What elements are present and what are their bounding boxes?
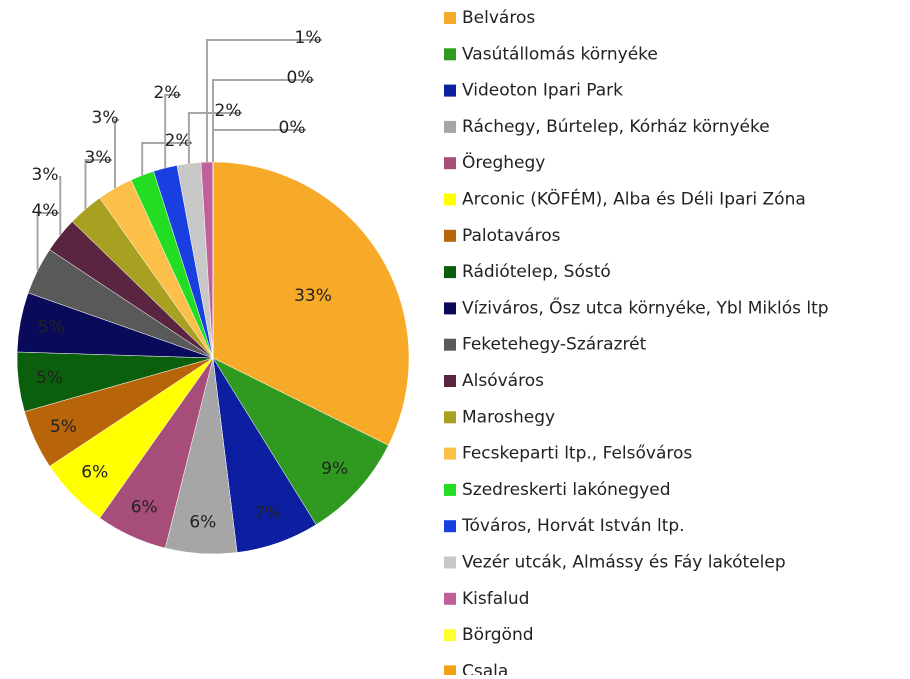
legend-label: Alsóváros: [462, 371, 544, 391]
data-label: 6%: [131, 498, 158, 518]
legend-swatch: [444, 592, 456, 605]
legend-label: Belváros: [462, 8, 535, 28]
data-label: 2%: [154, 83, 181, 103]
legend-swatch: [444, 48, 456, 61]
legend-label: Rádiótelep, Sóstó: [462, 262, 611, 282]
legend-swatch: [444, 447, 456, 460]
legend-swatch: [444, 375, 456, 387]
legend-label: Maroshegy: [462, 407, 555, 427]
legend-label: Feketehegy-Szárazrét: [462, 335, 647, 355]
legend-label: Tóváros, Horvát István ltp.: [461, 516, 685, 536]
data-label: 0%: [287, 68, 314, 88]
leader-line: [59, 176, 62, 236]
data-label: 2%: [165, 131, 192, 151]
legend-label: Arconic (KÖFÉM), Alba és Déli Ipari Zóna: [462, 188, 806, 210]
legend-swatch: [444, 266, 456, 279]
legend-label: Csala: [462, 661, 508, 675]
pie-slice: [212, 357, 389, 525]
leader-line: [187, 112, 242, 164]
legend-swatch: [444, 556, 456, 569]
leader-line: [164, 94, 181, 168]
data-label: 3%: [92, 108, 119, 128]
legend-label: Fecskeparti ltp., Felsőváros: [462, 444, 692, 464]
legend-label: Öreghegy: [462, 151, 545, 173]
data-label: 6%: [189, 512, 216, 532]
legend-label: Videoton Ipari Park: [462, 81, 623, 101]
leader-line: [36, 212, 59, 271]
data-label: 2%: [215, 101, 242, 121]
data-label: 5%: [50, 417, 77, 437]
legend-label: Kisfalud: [462, 589, 529, 609]
legend-swatch: [444, 338, 456, 351]
data-label: 33%: [294, 286, 332, 306]
data-label: 3%: [32, 165, 59, 185]
legend-swatch: [444, 483, 456, 496]
legend-label: Víziváros, Ősz utca környéke, Ybl Miklós…: [462, 296, 829, 318]
legend-label: Szedreskerti lakónegyed: [462, 480, 671, 500]
legend-swatch: [444, 84, 456, 97]
data-label: 6%: [81, 463, 108, 483]
legend-swatch: [444, 193, 456, 206]
data-label: 0%: [279, 118, 306, 138]
data-label: 9%: [321, 459, 348, 479]
legend-swatch: [444, 411, 456, 424]
legend-label: Vasútállomás környéke: [462, 44, 658, 64]
data-label: 5%: [36, 368, 63, 388]
legend-swatch: [444, 12, 456, 24]
legend-label: Palotaváros: [462, 226, 561, 246]
legend-label: Ráchegy, Búrtelep, Kórház környéke: [462, 117, 770, 137]
legend-swatch: [444, 302, 456, 315]
data-label: 1%: [295, 28, 322, 48]
data-label: 7%: [254, 503, 281, 523]
legend-swatch: [444, 629, 456, 642]
data-label: 5%: [38, 318, 65, 338]
legend-swatch: [444, 120, 456, 133]
leader-line: [84, 159, 112, 210]
leader-line: [212, 129, 306, 162]
leader-line: [205, 39, 322, 163]
legend-label: Börgönd: [462, 625, 534, 645]
legend-swatch: [444, 157, 456, 170]
pie-slice: [212, 161, 410, 446]
data-label: 4%: [32, 201, 59, 221]
legend-swatch: [444, 229, 456, 242]
legend-swatch: [444, 665, 456, 678]
leader-line: [114, 119, 119, 189]
legend-swatch: [444, 520, 456, 533]
leader-line: [141, 142, 192, 176]
data-label: 3%: [85, 148, 112, 168]
legend-label: Vezér utcák, Almássy és Fáy lakótelep: [462, 553, 786, 573]
